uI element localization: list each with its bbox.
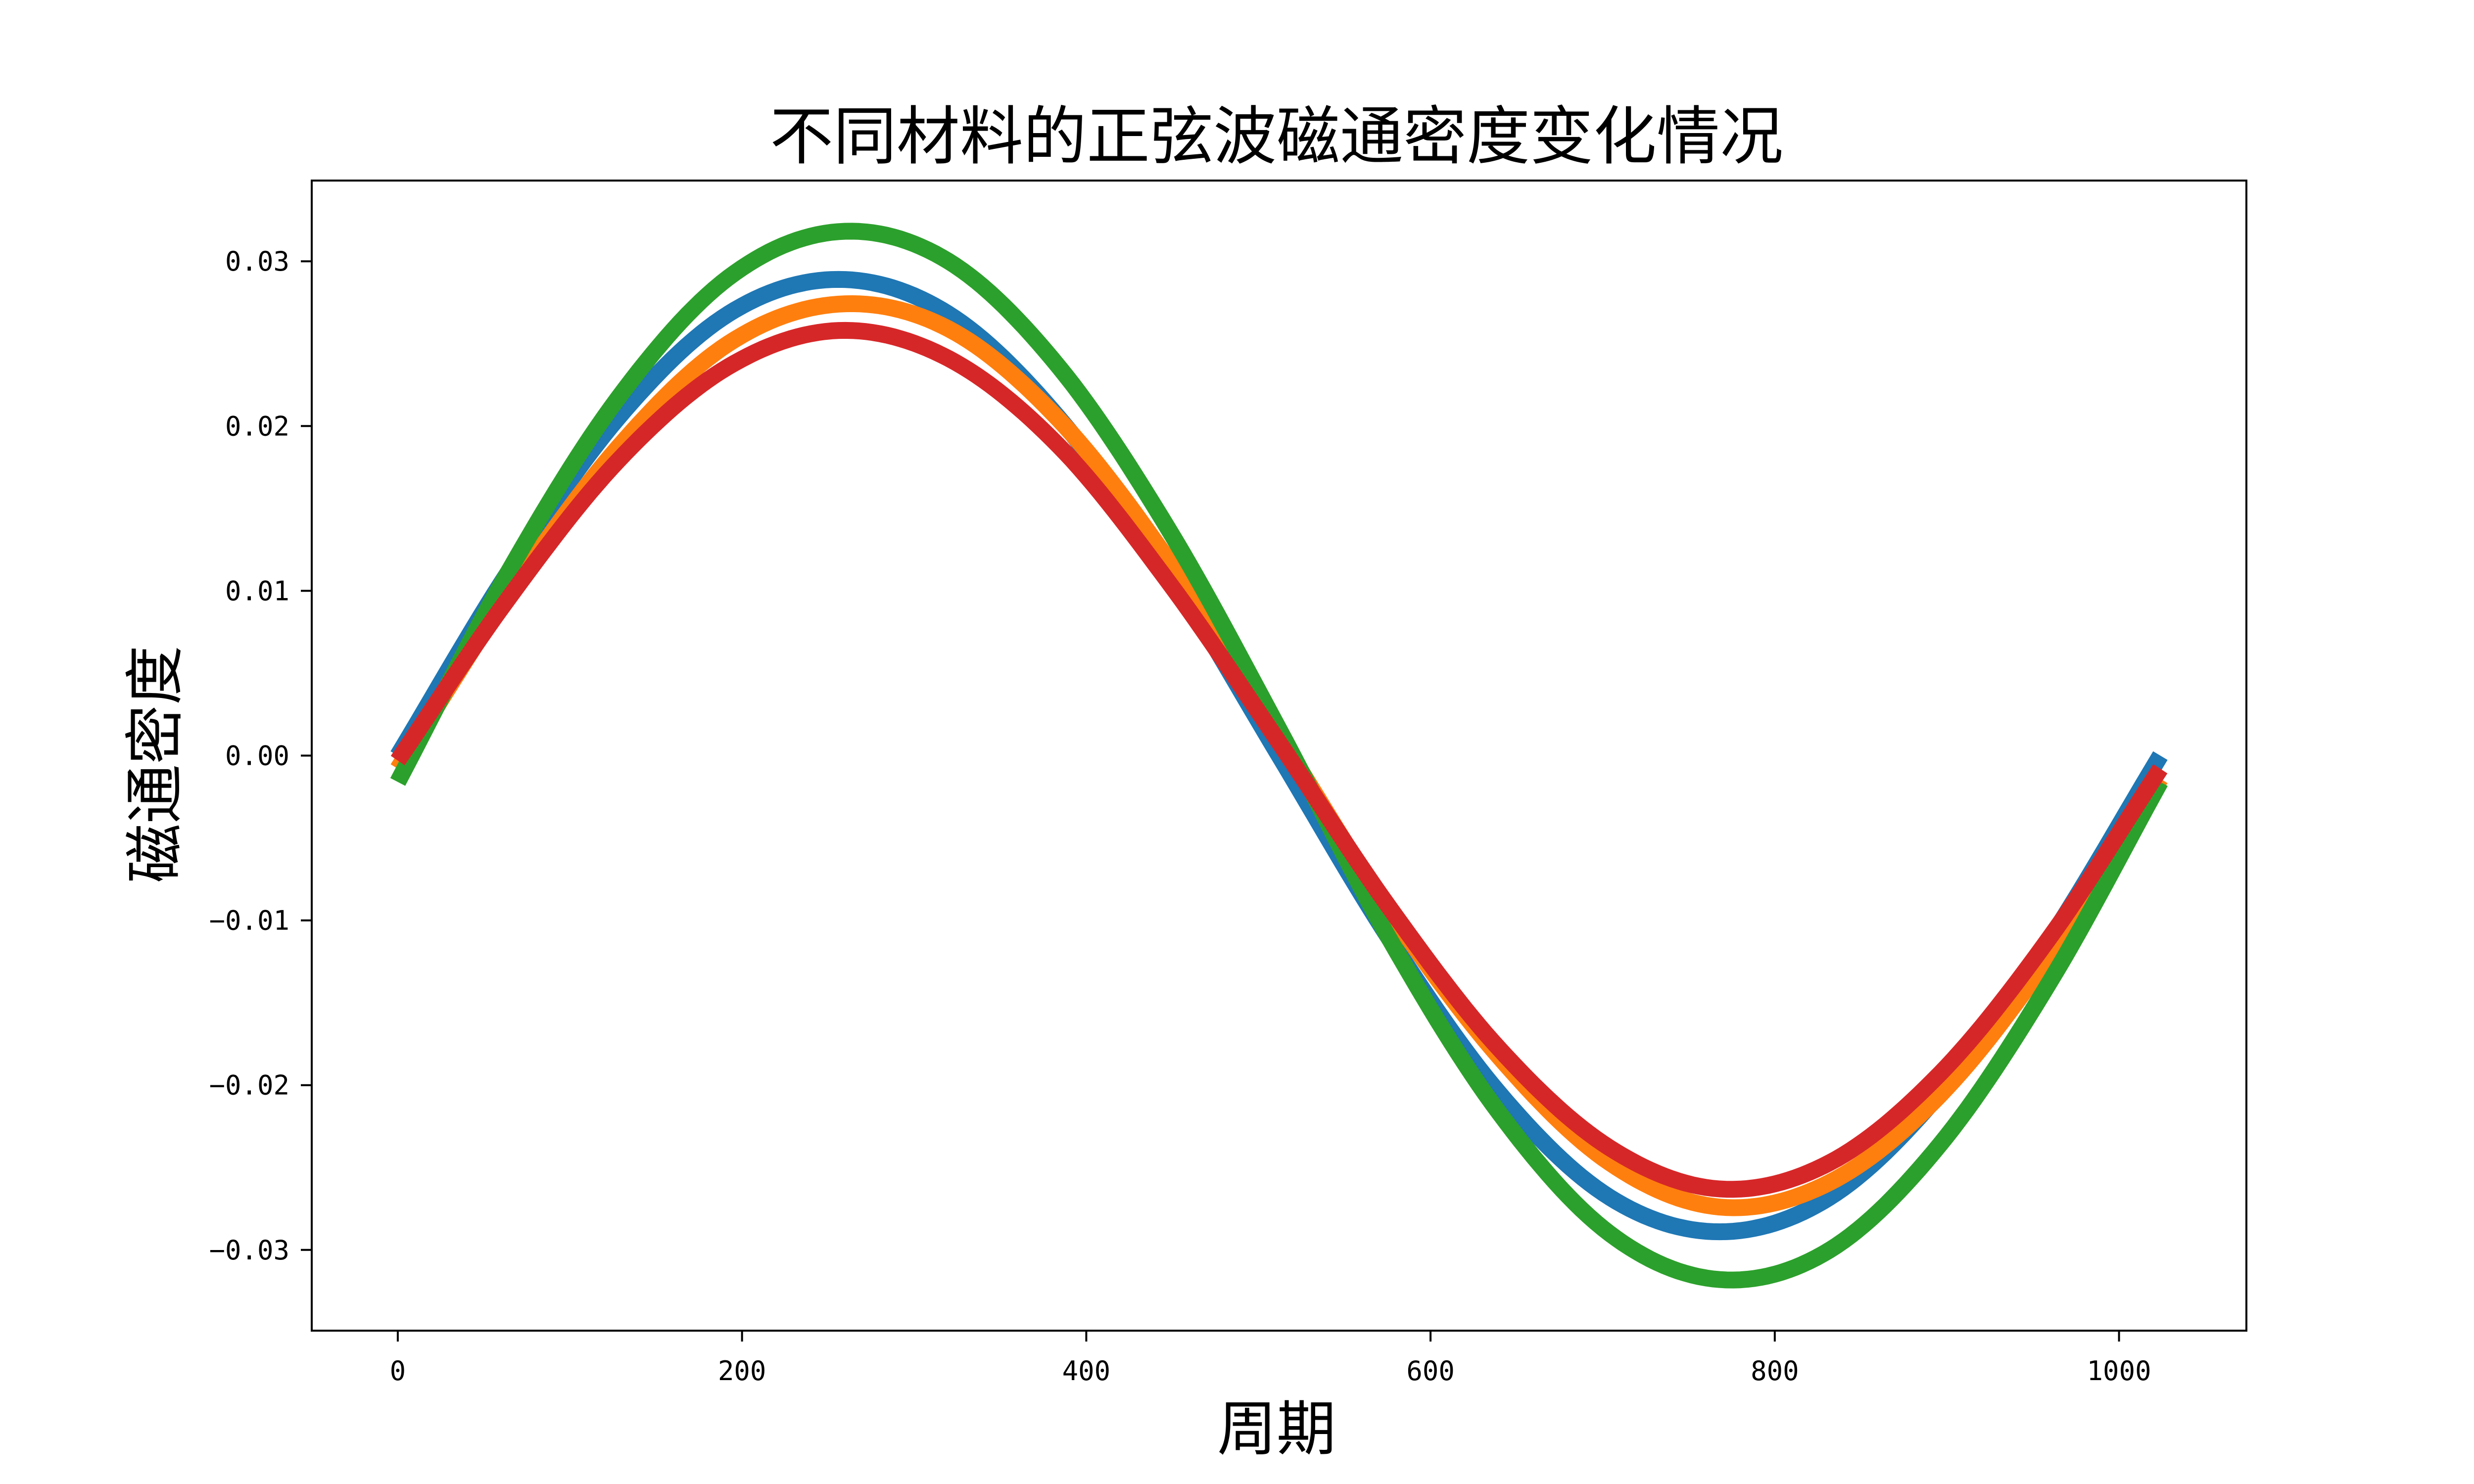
- y-tick-label: −0.01: [209, 905, 289, 936]
- series-line-4: [390, 322, 2168, 1198]
- axis-ticks: 0 200 400 600 800 1000 −0.03 −0.02 −0.01 0.00 0.01…: [209, 246, 2151, 1387]
- x-tick-label: 600: [1406, 1355, 1455, 1387]
- x-axis-title: 周期: [1217, 1395, 1336, 1464]
- y-tick-label: 0.00: [225, 741, 289, 772]
- y-tick-label: 0.03: [225, 246, 289, 277]
- y-axis-title: 磁通密度: [121, 646, 190, 883]
- plot-area: [390, 223, 2168, 1289]
- x-tick-label: 800: [1751, 1355, 1799, 1387]
- x-tick-label: 0: [390, 1355, 406, 1387]
- x-tick-label: 200: [718, 1355, 766, 1387]
- x-tick-label: 1000: [2087, 1355, 2151, 1387]
- y-tick-label: 0.01: [225, 575, 289, 606]
- x-tick-label: 400: [1062, 1355, 1111, 1387]
- y-tick-label: −0.03: [209, 1235, 289, 1266]
- y-tick-label: −0.02: [209, 1070, 289, 1101]
- y-tick-label: 0.02: [225, 411, 289, 442]
- chart-title: 不同材料的正弦波磁通密度变化情况: [770, 100, 1783, 174]
